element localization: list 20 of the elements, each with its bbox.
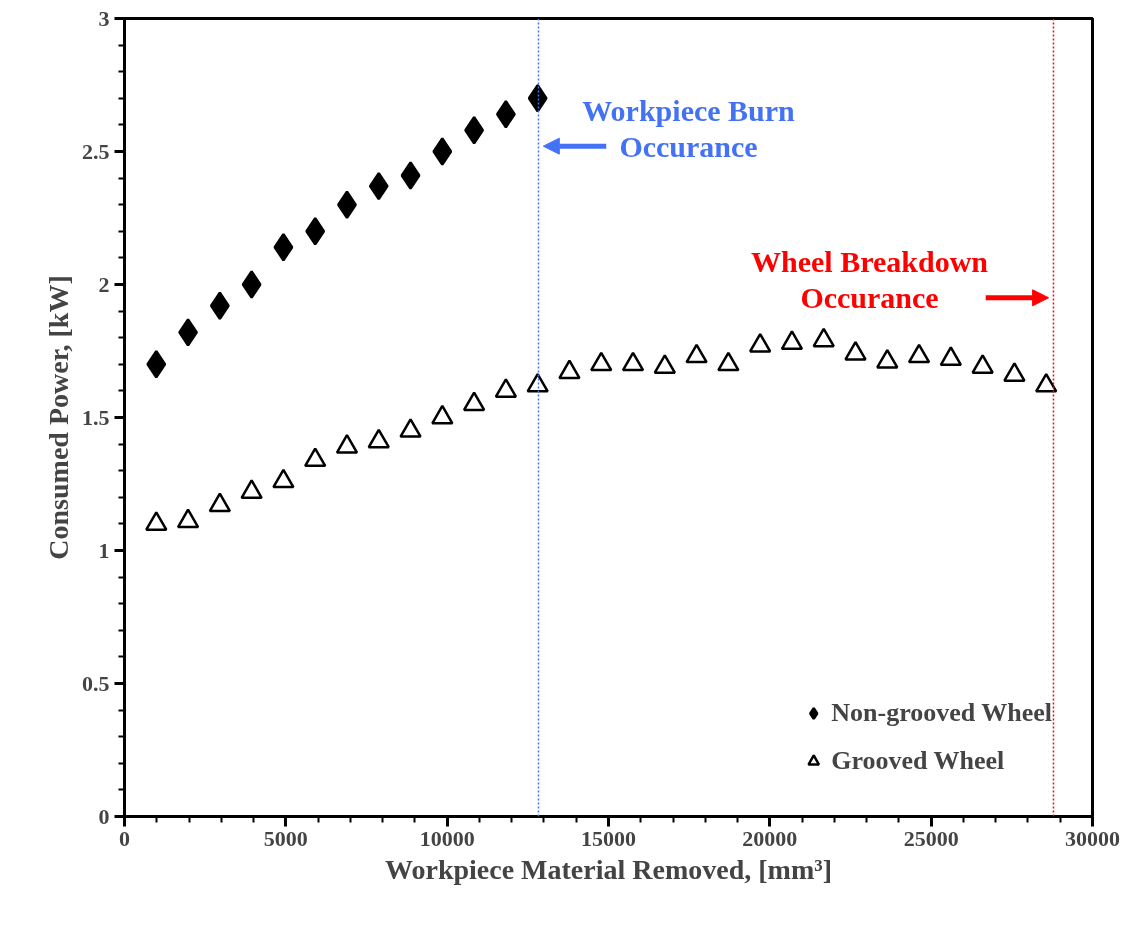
legend-label: Grooved Wheel (831, 746, 1005, 776)
y-tick-label: 3 (98, 5, 110, 31)
y-tick-label: 0.5 (82, 670, 110, 696)
x-axis-title: Workpiece Material Removed, [mm³] (385, 853, 832, 885)
y-tick-label: 2 (98, 271, 110, 297)
y-tick-label: 0 (98, 803, 110, 829)
x-tick-label: 15000 (581, 825, 636, 851)
legend-label: Non-grooved Wheel (831, 698, 1052, 728)
x-tick-label: 30000 (1065, 825, 1120, 851)
x-tick-label: 25000 (903, 825, 959, 851)
annotation: Workpiece Burn Occurance (582, 93, 796, 163)
x-tick-label: 5000 (263, 825, 308, 851)
y-tick-label: 1.5 (82, 404, 110, 430)
y-axis-title: Consumed Power, [kW] (43, 275, 74, 560)
y-tick-label: 1 (98, 537, 110, 563)
y-tick-label: 2.5 (82, 138, 110, 164)
x-tick-label: 20000 (742, 825, 798, 851)
x-tick-label: 0 (119, 825, 130, 851)
annotation: Wheel Breakdown Occurance (751, 245, 989, 315)
x-tick-label: 10000 (419, 825, 475, 851)
